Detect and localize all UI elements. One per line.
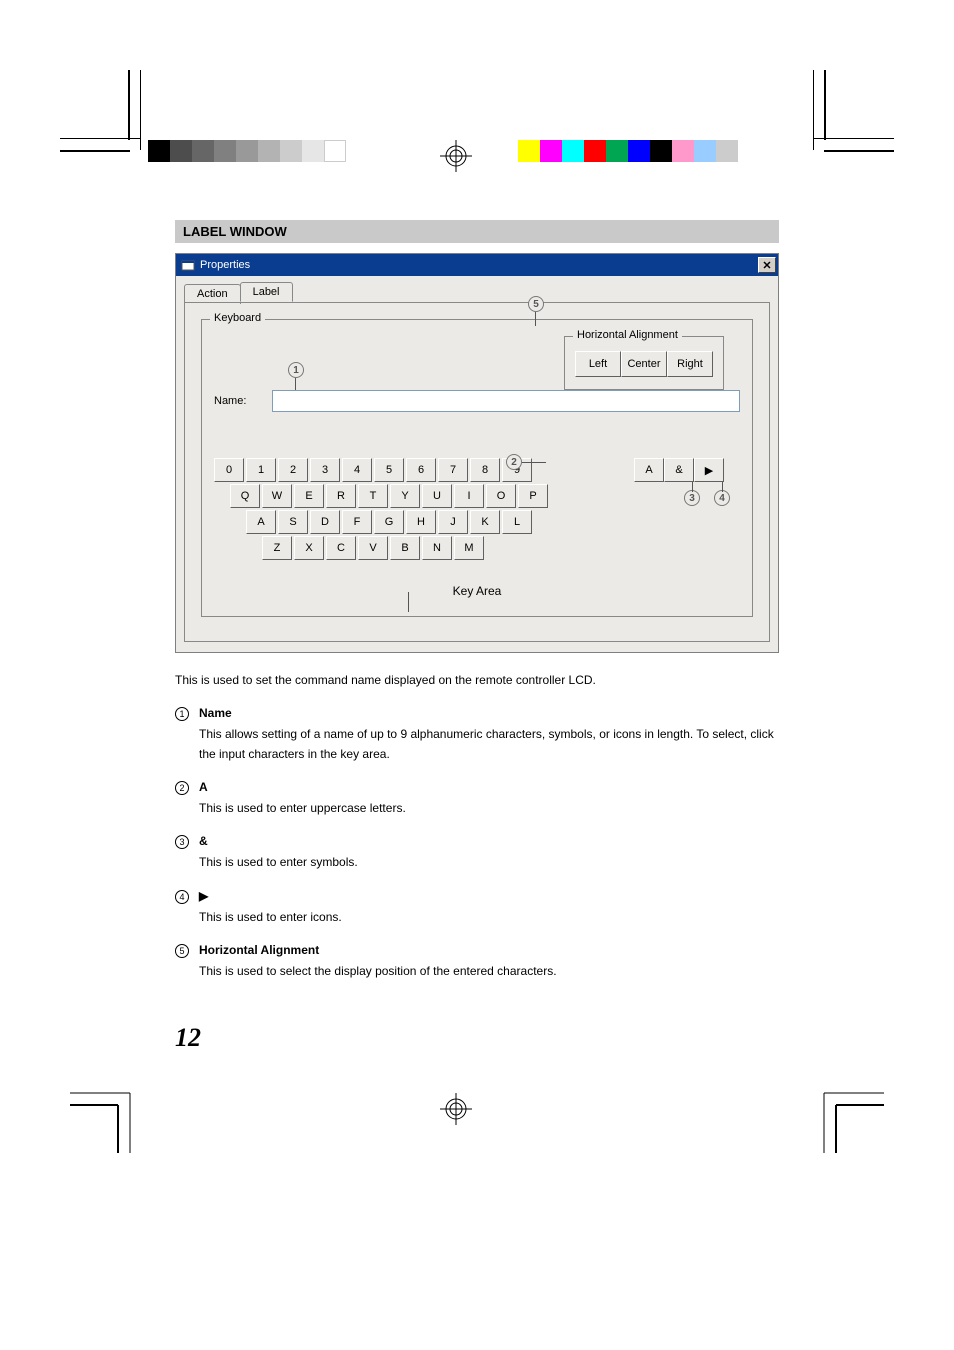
callout-2: 2: [506, 454, 522, 470]
mode-uppercase-button[interactable]: A: [634, 458, 664, 482]
key-g[interactable]: G: [374, 510, 404, 534]
item-title: &: [199, 832, 779, 851]
key-2[interactable]: 2: [278, 458, 308, 482]
keyboard-fieldset: Keyboard Horizontal Alignment Left Cente…: [201, 319, 753, 617]
callout-3: 3: [684, 490, 700, 506]
description-item: 5 Horizontal Alignment This is used to sel…: [175, 941, 779, 991]
key-t[interactable]: T: [358, 484, 388, 508]
key-s[interactable]: S: [278, 510, 308, 534]
key-6[interactable]: 6: [406, 458, 436, 482]
description-item: 2A This is used to enter uppercase letter…: [175, 778, 779, 828]
key-w[interactable]: W: [262, 484, 292, 508]
item-text: This is used to enter icons.: [199, 908, 779, 927]
properties-window: Properties ✕ Action Label Keyboard Horiz…: [175, 253, 779, 653]
name-input[interactable]: [272, 390, 740, 412]
key-n[interactable]: N: [422, 536, 452, 560]
page-number: 12: [175, 1023, 779, 1053]
key-i[interactable]: I: [454, 484, 484, 508]
alignment-fieldset: Horizontal Alignment Left Center Right: [564, 336, 724, 390]
key-v[interactable]: V: [358, 536, 388, 560]
key-r[interactable]: R: [326, 484, 356, 508]
callout-1: 1: [288, 362, 304, 378]
item-text: This is used to enter symbols.: [199, 853, 779, 872]
color-bar: [518, 140, 738, 162]
align-left-button[interactable]: Left: [575, 351, 621, 377]
key-o[interactable]: O: [486, 484, 516, 508]
description-item: 3& This is used to enter symbols.: [175, 832, 779, 882]
window-title: Properties: [200, 259, 758, 271]
description-text: This is used to set the command name dis…: [175, 671, 779, 690]
key-7[interactable]: 7: [438, 458, 468, 482]
key-j[interactable]: J: [438, 510, 468, 534]
key-3[interactable]: 3: [310, 458, 340, 482]
key-l[interactable]: L: [502, 510, 532, 534]
item-number: 1: [175, 707, 189, 721]
align-right-button[interactable]: Right: [667, 351, 713, 377]
mode-symbol-button[interactable]: &: [664, 458, 694, 482]
app-icon: [180, 257, 196, 273]
key-y[interactable]: Y: [390, 484, 420, 508]
key-h[interactable]: H: [406, 510, 436, 534]
key-f[interactable]: F: [342, 510, 372, 534]
close-button[interactable]: ✕: [758, 257, 776, 273]
tab-panel: Keyboard Horizontal Alignment Left Cente…: [184, 302, 770, 642]
item-title: ▶: [199, 887, 779, 906]
name-label: Name:: [214, 395, 262, 407]
grayscale-bar: [148, 140, 346, 162]
keyboard-legend: Keyboard: [210, 312, 265, 324]
item-number: 3: [175, 835, 189, 849]
crop-marks-top: [0, 60, 954, 180]
item-text: This is used to enter uppercase letters.: [199, 799, 779, 818]
key-1[interactable]: 1: [246, 458, 276, 482]
description-item: 1 Name This allows setting of a name of up…: [175, 704, 779, 774]
item-number: 2: [175, 781, 189, 795]
key-m[interactable]: M: [454, 536, 484, 560]
key-area-label: Key Area: [214, 584, 740, 598]
tab-action[interactable]: Action: [184, 284, 241, 304]
mode-icon-button[interactable]: ▶: [694, 458, 724, 482]
item-number: 4: [175, 890, 189, 904]
item-title: A: [199, 778, 779, 797]
key-u[interactable]: U: [422, 484, 452, 508]
tab-label[interactable]: Label: [240, 282, 293, 302]
item-text: This allows setting of a name of up to 9…: [199, 725, 779, 763]
key-c[interactable]: C: [326, 536, 356, 560]
alignment-legend: Horizontal Alignment: [573, 329, 682, 341]
titlebar: Properties ✕: [176, 254, 778, 276]
description-item: 4 ▶ This is used to enter icons.: [175, 887, 779, 937]
close-icon: ✕: [762, 259, 771, 272]
callout-5: 5: [528, 296, 544, 312]
item-text: This is used to select the display posit…: [199, 962, 779, 981]
section-header: LABEL WINDOW: [175, 220, 779, 243]
tabs: Action Label: [176, 276, 778, 302]
key-e[interactable]: E: [294, 484, 324, 508]
key-4[interactable]: 4: [342, 458, 372, 482]
key-p[interactable]: P: [518, 484, 548, 508]
key-q[interactable]: Q: [230, 484, 260, 508]
item-title: Name: [199, 704, 779, 723]
item-number: 5: [175, 944, 189, 958]
key-0[interactable]: 0: [214, 458, 244, 482]
key-k[interactable]: K: [470, 510, 500, 534]
key-d[interactable]: D: [310, 510, 340, 534]
callout-4: 4: [714, 490, 730, 506]
align-center-button[interactable]: Center: [621, 351, 667, 377]
key-5[interactable]: 5: [374, 458, 404, 482]
key-8[interactable]: 8: [470, 458, 500, 482]
key-a[interactable]: A: [246, 510, 276, 534]
item-title: Horizontal Alignment: [199, 941, 779, 960]
key-x[interactable]: X: [294, 536, 324, 560]
registration-mark-icon: [440, 140, 472, 172]
key-b[interactable]: B: [390, 536, 420, 560]
registration-mark-icon: [440, 1093, 472, 1130]
key-z[interactable]: Z: [262, 536, 292, 560]
crop-marks-bottom: [0, 1073, 954, 1193]
